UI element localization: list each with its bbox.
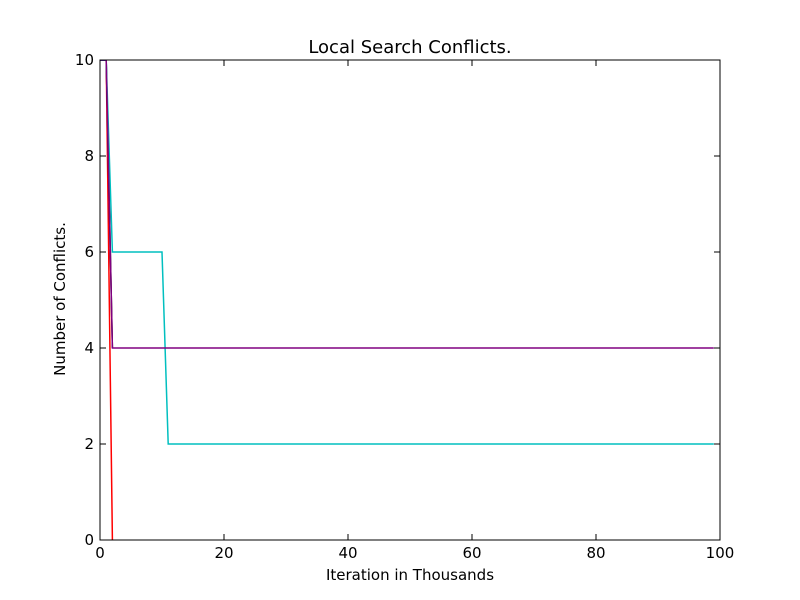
- y-tick-label-6: 6: [84, 243, 94, 261]
- series-line-3: [100, 60, 714, 445]
- x-tick-label-20: 20: [214, 544, 233, 562]
- x-tick-label-80: 80: [586, 544, 605, 562]
- x-tick-label-40: 40: [338, 544, 357, 562]
- y-axis-label: Number of Conflicts.: [51, 222, 69, 376]
- plot-frame: [99, 59, 721, 541]
- x-axis-label: Iteration in Thousands: [326, 566, 494, 584]
- chart-title: Local Search Conflicts.: [308, 37, 511, 58]
- y-tick-label-2: 2: [84, 435, 94, 453]
- y-tick-label-4: 4: [84, 339, 94, 357]
- x-tick-label-100: 100: [706, 544, 735, 562]
- series-layer: [100, 60, 714, 540]
- ticks-layer: 0 20 40 60 80 100 0 2 4 6 8 10: [75, 51, 734, 562]
- y-tick-label-8: 8: [84, 147, 94, 165]
- x-tick-label-0: 0: [95, 544, 105, 562]
- x-tick-label-60: 60: [462, 544, 481, 562]
- series-line-5: [100, 60, 714, 349]
- series-line-1: [100, 60, 114, 540]
- y-tick-label-10: 10: [75, 51, 94, 69]
- y-tick-label-0: 0: [84, 531, 94, 549]
